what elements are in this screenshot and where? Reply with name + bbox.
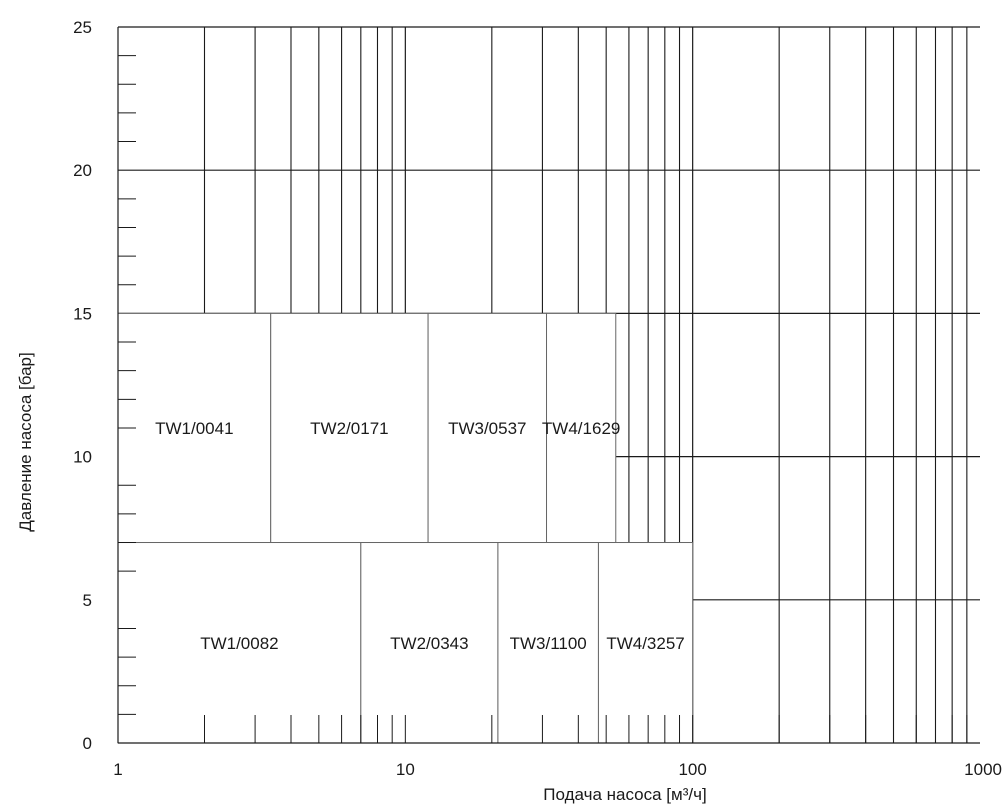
x-tick-label: 1 <box>113 760 122 779</box>
y-tick-label: 15 <box>73 304 92 323</box>
region-label: TW1/0082 <box>200 634 278 653</box>
region-label: TW3/1100 <box>510 634 587 653</box>
region-tw1-0041 <box>117 312 272 544</box>
y-tick-label: 0 <box>83 734 92 753</box>
x-tick-label: 1000 <box>964 760 1002 779</box>
region-label: TW4/3257 <box>606 634 684 653</box>
region-tw4-3257 <box>597 542 694 744</box>
x-tick-label: 100 <box>678 760 706 779</box>
region-tw2-0343 <box>360 542 499 744</box>
y-tick-label: 10 <box>73 448 92 467</box>
region-tw3-0537 <box>427 312 548 544</box>
y-tick-label: 5 <box>83 591 92 610</box>
region-label: TW4/1629 <box>542 419 620 438</box>
labels-layer: TW1/0041 TW2/0171 TW3/0537 TW4/1629 TW1/0082… <box>73 18 1002 779</box>
y-tick-label: 25 <box>73 18 92 37</box>
y-tick-label: 20 <box>73 161 92 180</box>
x-tick-label: 10 <box>396 760 415 779</box>
x-axis-title: Подача насоса [м³/ч] <box>543 785 706 804</box>
region-label: TW2/0343 <box>390 634 468 653</box>
region-tw4-1629 <box>546 312 617 544</box>
region-label: TW3/0537 <box>448 419 526 438</box>
y-axis-title: Давление насоса [бар] <box>16 352 35 531</box>
region-label: TW1/0041 <box>155 419 233 438</box>
axes-frame <box>117 26 980 744</box>
regions-layer <box>117 312 694 744</box>
region-label: TW2/0171 <box>310 419 388 438</box>
